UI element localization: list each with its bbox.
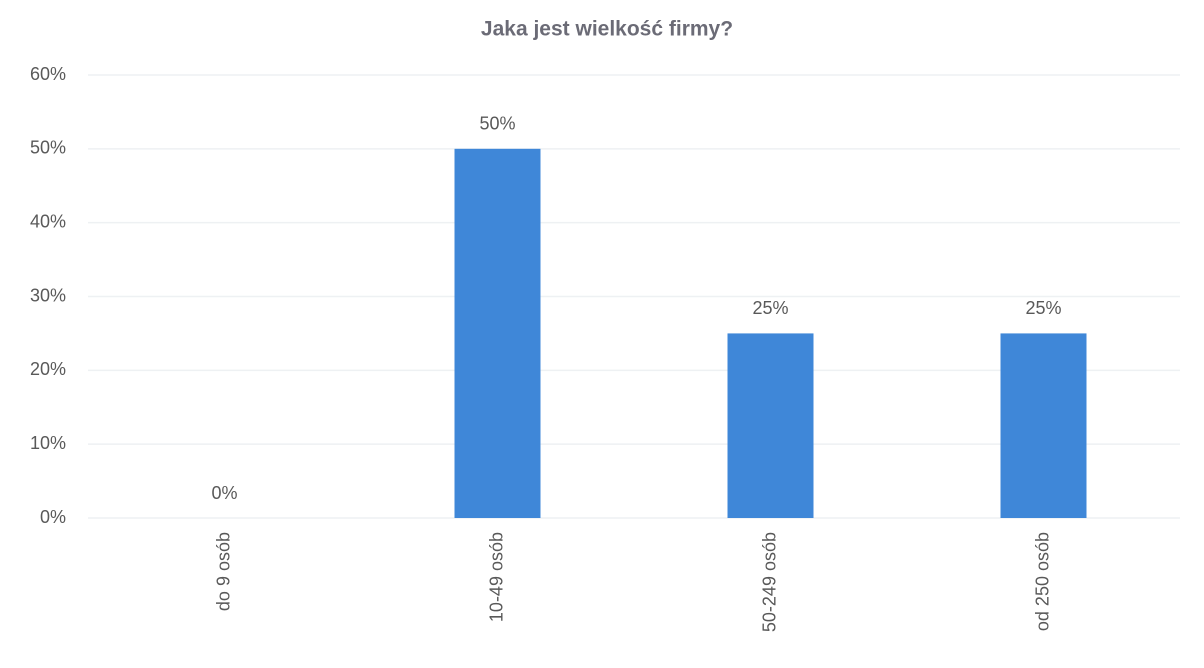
x-tick-label: 50-249 osób bbox=[759, 532, 779, 632]
y-tick-label: 60% bbox=[30, 64, 66, 84]
y-tick-label: 40% bbox=[30, 211, 66, 231]
bar bbox=[727, 333, 814, 518]
y-tick-label: 30% bbox=[30, 285, 66, 305]
y-tick-label: 10% bbox=[30, 433, 66, 453]
x-tick-label: od 250 osób bbox=[1032, 532, 1052, 631]
y-tick-label: 50% bbox=[30, 138, 66, 158]
x-tick-label: do 9 osób bbox=[213, 532, 233, 611]
y-tick-label: 0% bbox=[40, 507, 66, 527]
bar bbox=[1000, 333, 1087, 518]
x-tick-label: 10-49 osób bbox=[486, 532, 506, 622]
y-tick-label: 20% bbox=[30, 359, 66, 379]
chart-title: Jaka jest wielkość firmy? bbox=[481, 18, 733, 41]
data-label: 25% bbox=[1025, 298, 1061, 318]
data-label: 25% bbox=[752, 298, 788, 318]
data-label: 50% bbox=[479, 114, 515, 134]
data-label: 0% bbox=[211, 483, 237, 503]
bar bbox=[454, 148, 541, 519]
